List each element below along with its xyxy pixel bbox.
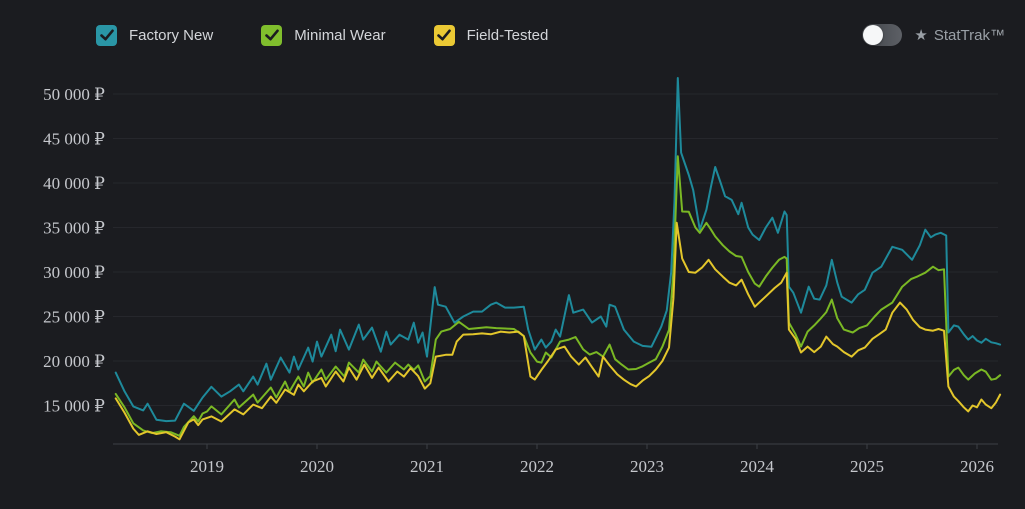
checkmark-icon: [99, 29, 114, 41]
factory-new-checkbox[interactable]: [96, 24, 117, 46]
series-field-tested: [114, 221, 1002, 441]
x-axis-label: 2020: [300, 457, 334, 476]
x-axis-label: 2023: [630, 457, 664, 476]
y-axis-label: 40 000 ₽: [43, 174, 105, 193]
minimal-wear-checkbox[interactable]: [261, 24, 283, 46]
stattrak-label: StatTrak™: [933, 26, 1005, 44]
legend-item-factory-new[interactable]: Factory New: [96, 24, 214, 46]
x-axis-label: 2021: [410, 457, 444, 476]
legend-item-minimal-wear[interactable]: Minimal Wear: [261, 24, 386, 46]
stattrak-control: ★ StatTrak™: [862, 24, 1005, 46]
checkmark-icon: [264, 29, 279, 41]
y-axis-label: 15 000 ₽: [43, 397, 105, 416]
chart-toolbar: Factory New Minimal Wear Field-Tested: [96, 24, 1005, 46]
x-axis-label: 2022: [520, 457, 554, 476]
x-axis-label: 2019: [190, 457, 224, 476]
toggle-knob: [863, 25, 884, 45]
series-factory-new: [114, 77, 1002, 423]
legend: Factory New Minimal Wear Field-Tested: [96, 24, 549, 46]
stattrak-toggle[interactable]: [862, 24, 903, 46]
stattrak-label-group: ★ StatTrak™: [914, 26, 1005, 45]
y-axis-label: 50 000 ₽: [43, 85, 105, 104]
x-axis-label: 2026: [960, 457, 994, 476]
y-axis-label: 30 000 ₽: [43, 263, 105, 282]
legend-label: Factory New: [129, 26, 214, 44]
x-axis-label: 2024: [740, 457, 775, 476]
legend-item-field-tested[interactable]: Field-Tested: [433, 24, 549, 46]
y-axis-label: 20 000 ₽: [43, 352, 105, 371]
series-minimal-wear: [114, 155, 1002, 437]
field-tested-checkbox[interactable]: [433, 24, 455, 46]
y-axis-label: 35 000 ₽: [43, 219, 105, 238]
star-icon: ★: [914, 27, 928, 44]
legend-label: Field-Tested: [466, 26, 549, 44]
x-axis-label: 2025: [850, 457, 884, 476]
y-axis-label: 25 000 ₽: [43, 308, 105, 327]
checkmark-icon: [437, 29, 451, 41]
y-axis-label: 45 000 ₽: [43, 130, 105, 149]
legend-label: Minimal Wear: [294, 26, 386, 44]
